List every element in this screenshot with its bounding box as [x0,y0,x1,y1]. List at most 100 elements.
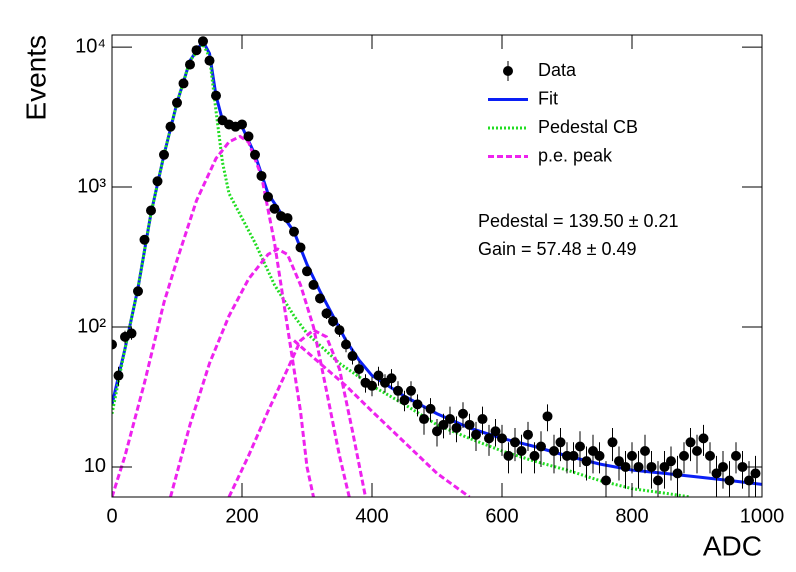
data-point [256,170,267,181]
data-point [146,205,156,216]
data-point [490,426,501,437]
curve [227,328,367,497]
data-point [549,446,559,457]
data-point [627,450,637,461]
legend-label: p.e. peak [538,145,613,165]
data-point [334,325,345,336]
data-point [698,433,709,444]
data-point [328,316,338,327]
data-point [263,191,273,202]
axes: 0 200 400 600 800 1000 10 10² 10³ 10⁴ Data Fit Pedes… [75,35,784,527]
data-point [191,45,202,56]
data-point [458,408,468,419]
data-point [341,339,351,350]
legend-label: Pedestal CB [538,117,638,137]
data-point [406,385,416,396]
data-point [373,370,384,381]
x-tick-label: 1000 [740,505,785,527]
data-point [601,475,611,486]
data-point [445,414,455,425]
data-point [159,149,169,160]
data-point [510,437,520,448]
data-point [178,78,189,89]
x-axis-label: ADC [703,530,762,561]
data-point [419,414,429,425]
data-point [308,279,319,290]
curve [112,38,762,486]
data-point [113,370,124,381]
y-tick-label: 10⁴ [75,35,106,57]
data-point [555,437,566,448]
data-point [354,364,364,375]
data-point [477,414,488,425]
data-point [347,351,358,362]
x-tick-label: 800 [615,505,648,527]
data-point [568,450,579,461]
y-tick-label: 10 [84,455,106,477]
data-point [731,450,741,461]
data-point [315,293,325,304]
data-point [250,149,260,160]
data-point [529,450,540,461]
data-point [112,339,117,350]
y-axis-label: Events [20,35,51,121]
data-point [204,55,215,66]
data-point [133,286,143,297]
data-point [321,308,332,319]
y-tick-label: 10³ [77,175,106,197]
data-point [718,461,728,472]
annotation: Pedestal = 139.50 ± 0.21 [478,211,679,231]
data-point [302,266,312,277]
frame [111,34,763,498]
x-tick-label: 0 [106,505,117,527]
data-point [425,403,436,414]
data-point [139,234,150,245]
data-point [646,461,657,472]
x-tick-label: 400 [355,505,388,527]
data-point [185,59,195,70]
data-point [471,429,481,440]
data-point [165,121,176,132]
data-point [744,475,754,486]
data-point [575,441,585,452]
data-point [497,433,507,444]
curve [169,247,351,497]
data-point [614,456,624,467]
data-point [523,429,533,440]
legend-marker [503,66,513,76]
data-point [289,226,299,237]
data-point [705,450,715,461]
data-point [536,441,546,452]
data-point [237,119,247,130]
data-point [640,446,650,457]
data-point [581,456,592,467]
data-point [659,461,670,472]
data-point [243,131,254,142]
data-point [516,446,527,457]
data-point [607,437,618,448]
data-point [451,422,462,433]
curve [112,41,691,497]
data-point [672,468,683,479]
data-point [386,373,397,384]
data-point [412,399,423,410]
legend-label: Fit [538,88,558,108]
x-tick-label: 200 [225,505,258,527]
data-point [152,176,163,187]
data-point [692,446,702,457]
data-point [685,437,696,448]
data-point [653,475,663,486]
data-point [711,468,722,479]
data-point [269,203,280,214]
data-point [464,419,475,430]
data-point [367,380,377,391]
data-point [198,36,208,47]
data-point [724,475,735,486]
data-point [542,411,553,422]
data-point [633,461,644,472]
data-point [620,461,631,472]
plot-area [112,36,762,497]
data-point [393,385,403,396]
